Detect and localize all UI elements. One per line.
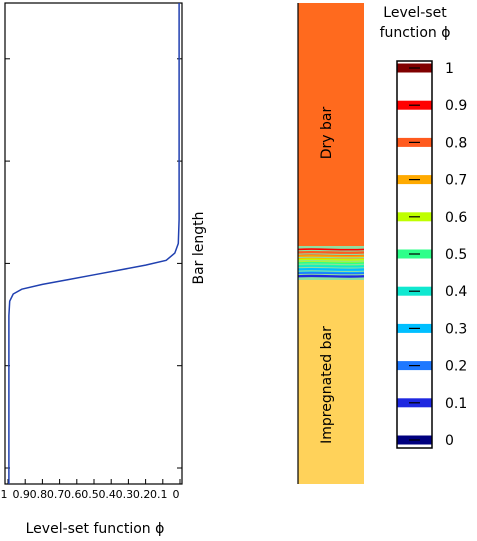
- bar-field: Dry bar Impregnated bar: [297, 3, 365, 484]
- colorbar-title-line1: Level-set: [383, 5, 447, 21]
- dry-region: [298, 3, 364, 246]
- colorbar-tick-label: 0.2: [445, 359, 467, 375]
- colorbar-tick-label: 0.3: [445, 321, 467, 337]
- x-tick-label: 0: [173, 488, 180, 501]
- x-axis-label: Level-set function ϕ: [26, 521, 165, 537]
- profile-plot: 1 0.9 0.8 0.7 0.6 0.5 0.4 0.3 0.2 0.1 0 Bar length…: [1, 2, 207, 537]
- interface-contour: [297, 272, 365, 275]
- x-tick-label: 0.8: [30, 488, 48, 501]
- colorbar-tick-label: 0.1: [445, 396, 467, 412]
- dry-bar-label: Dry bar: [319, 107, 335, 160]
- x-tick-label: 0.9: [12, 488, 30, 501]
- interface-contour: [297, 265, 365, 268]
- x-tick-label: 1: [1, 488, 8, 501]
- interface-contour: [297, 275, 365, 278]
- colorbar-tick-labels: 1 0.9 0.8 0.7 0.6 0.5 0.4 0.3 0.2 0.1 0: [445, 61, 467, 449]
- x-tick-label: 0.6: [64, 488, 82, 501]
- colorbar-tick-label: 0.9: [445, 98, 467, 114]
- colorbar-tick-label: 0.7: [445, 173, 467, 189]
- y-axis-label: Bar length: [191, 211, 207, 284]
- colorbar-bands: [397, 61, 432, 448]
- colorbar-tick-label: 0.6: [445, 210, 467, 226]
- x-tick-label: 0.5: [81, 488, 99, 501]
- x-tick-label: 0.3: [116, 488, 134, 501]
- plot-frame: [4, 2, 183, 485]
- colorbar-title-line2: function ϕ: [380, 25, 451, 41]
- interface-contour: [297, 268, 365, 271]
- interface-contour: [297, 255, 365, 258]
- interface-contour: [297, 251, 365, 254]
- colorbar-tick-label: 0.8: [445, 135, 467, 151]
- x-tick-label: 0.2: [133, 488, 151, 501]
- x-tick-label: 0.4: [98, 488, 116, 501]
- interface-contour: [297, 258, 365, 261]
- colorbar-tick-label: 0: [445, 433, 454, 449]
- interface-contour: [297, 248, 365, 251]
- colorbar: Level-set function ϕ 1 0.9 0.8 0.7 0.6 0.5 0.4…: [380, 5, 468, 449]
- colorbar-frame: [396, 60, 433, 449]
- x-axis-ticks: 1 0.9 0.8 0.7 0.6 0.5 0.4 0.3 0.2 0.1 0: [1, 479, 181, 501]
- x-tick-label: 0.1: [150, 488, 168, 501]
- impregnated-region: [298, 280, 364, 484]
- colorbar-tick-label: 1: [445, 61, 454, 77]
- impregnated-bar-label: Impregnated bar: [319, 326, 335, 444]
- colorbar-tick-label: 0.5: [445, 247, 467, 263]
- interface-contours: [297, 248, 365, 278]
- interface-contour: [297, 261, 365, 265]
- series-line: [8, 3, 180, 484]
- x-tick-label: 0.7: [47, 488, 65, 501]
- colorbar-tick-label: 0.4: [445, 284, 467, 300]
